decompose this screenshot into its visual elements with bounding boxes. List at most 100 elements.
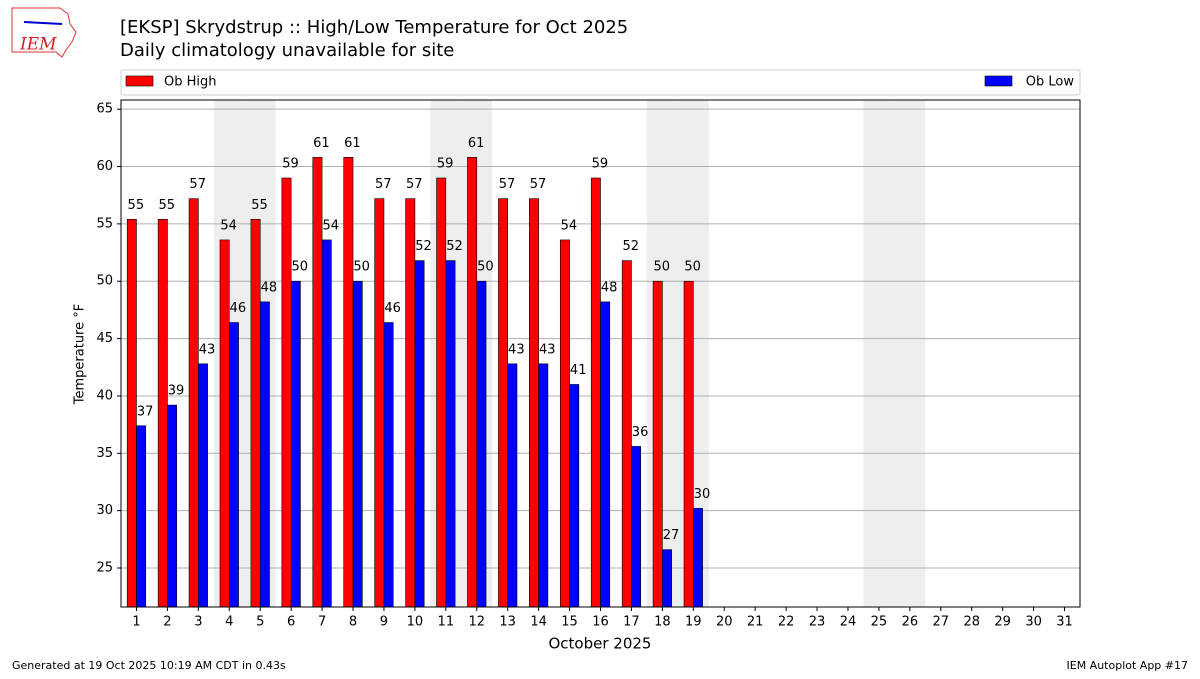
x-tick-label: 3 <box>194 615 202 630</box>
data-label: 46 <box>230 301 247 316</box>
data-label: 52 <box>623 239 640 254</box>
x-tick-label: 30 <box>1025 615 1042 630</box>
y-tick-label: 55 <box>96 216 113 231</box>
data-label: 61 <box>468 136 485 151</box>
x-tick-label: 8 <box>349 615 357 630</box>
data-label: 50 <box>653 260 670 275</box>
bar <box>405 198 416 608</box>
footer-left: Generated at 19 Oct 2025 10:19 AM CDT in… <box>12 659 286 672</box>
x-tick-label: 14 <box>530 615 547 630</box>
data-label: 55 <box>128 198 145 213</box>
bar <box>188 198 199 608</box>
x-tick-label: 12 <box>468 615 485 630</box>
data-label: 43 <box>508 342 525 357</box>
x-tick-label: 23 <box>809 615 826 630</box>
x-tick-label: 16 <box>592 615 609 630</box>
bar <box>652 280 663 608</box>
x-tick-label: 28 <box>963 615 980 630</box>
bar <box>374 198 385 608</box>
bar <box>167 404 177 608</box>
bar <box>693 508 703 608</box>
data-label: 59 <box>592 157 609 172</box>
plot-frame <box>120 99 1081 608</box>
bar <box>136 425 147 608</box>
x-tick-label: 24 <box>840 615 857 630</box>
y-tick-label: 65 <box>96 102 113 117</box>
bar <box>228 322 239 608</box>
x-tick-label: 25 <box>871 615 888 630</box>
bar <box>383 322 394 608</box>
footer-right: IEM Autoplot App #17 <box>1067 659 1189 672</box>
x-tick-label: 17 <box>623 615 640 630</box>
data-label: 59 <box>282 157 299 172</box>
weekend-band <box>894 100 926 607</box>
data-label: 55 <box>158 198 175 213</box>
data-label: 48 <box>601 280 618 295</box>
x-tick-label: 22 <box>778 615 795 630</box>
logo-outline <box>11 7 77 58</box>
bar <box>683 280 694 608</box>
x-tick-label: 29 <box>994 615 1011 630</box>
data-label: 52 <box>446 239 463 254</box>
x-tick-label: 9 <box>380 615 388 630</box>
bar <box>436 177 447 608</box>
x-tick-label: 11 <box>438 615 455 630</box>
x-tick-label: 31 <box>1056 615 1073 630</box>
bar <box>414 260 425 608</box>
bar <box>352 280 363 608</box>
data-label: 55 <box>251 198 268 213</box>
x-tick-label: 7 <box>318 615 326 630</box>
data-label: 39 <box>168 384 185 399</box>
legend-label: Ob Low <box>1026 75 1075 90</box>
data-label: 57 <box>499 177 516 192</box>
x-tick-label: 18 <box>654 615 671 630</box>
bar <box>290 280 301 608</box>
y-tick-label: 25 <box>96 561 113 576</box>
x-tick-label: 10 <box>407 615 424 630</box>
data-label: 50 <box>684 260 701 275</box>
data-label: 52 <box>415 239 432 254</box>
data-label: 61 <box>313 136 330 151</box>
data-label: 43 <box>199 342 216 357</box>
y-tick-label: 50 <box>96 274 113 289</box>
x-tick-label: 13 <box>499 615 516 630</box>
bar <box>559 239 570 608</box>
legend-swatch <box>984 75 1013 87</box>
bar <box>662 549 672 608</box>
data-label: 54 <box>322 218 339 233</box>
bar <box>198 363 208 608</box>
bar <box>250 218 261 608</box>
y-tick-label: 45 <box>96 331 113 346</box>
x-tick-label: 27 <box>933 615 950 630</box>
chart-title: [EKSP] Skrydstrup :: High/Low Temperatur… <box>120 17 628 38</box>
x-tick-label: 15 <box>561 615 578 630</box>
bar <box>281 177 292 608</box>
bar <box>312 157 323 608</box>
x-tick-label: 4 <box>225 615 233 630</box>
bar <box>529 198 539 608</box>
bar <box>569 384 580 608</box>
bar <box>631 446 642 608</box>
bar <box>259 301 270 608</box>
bar <box>600 301 611 608</box>
data-label: 57 <box>406 177 423 192</box>
legend-swatch <box>125 75 154 87</box>
bar <box>507 363 518 608</box>
data-label: 61 <box>344 136 361 151</box>
bar <box>476 280 487 608</box>
x-tick-label: 26 <box>902 615 919 630</box>
x-tick-label: 5 <box>256 615 264 630</box>
legend-label: Ob High <box>164 75 217 90</box>
x-tick-label: 6 <box>287 615 295 630</box>
data-label: 54 <box>220 218 237 233</box>
x-tick-label: 1 <box>132 615 140 630</box>
data-label: 27 <box>663 528 680 543</box>
data-label: 48 <box>261 280 278 295</box>
bar <box>467 157 478 608</box>
data-label: 46 <box>384 301 401 316</box>
y-tick-label: 40 <box>96 388 113 403</box>
data-label: 41 <box>570 363 587 378</box>
legend-box <box>120 69 1081 96</box>
data-label: 57 <box>375 177 392 192</box>
